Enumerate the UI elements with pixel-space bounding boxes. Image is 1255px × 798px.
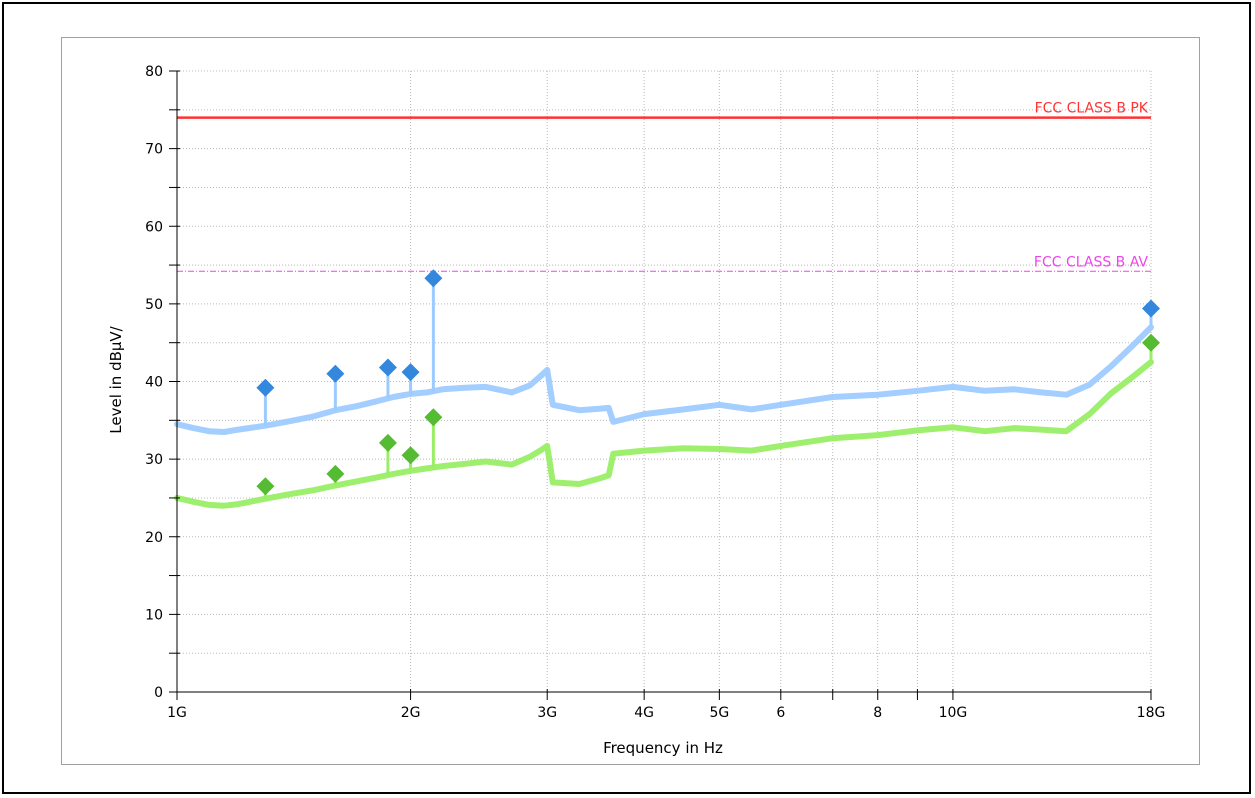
x-axis-label: Frequency in Hz (603, 739, 723, 757)
marker-diamond (378, 433, 397, 452)
y-tick-label: 0 (154, 685, 163, 701)
x-tick-label: 10G (939, 705, 968, 721)
marker-diamond (378, 358, 397, 377)
marker-diamond (256, 477, 275, 496)
series-layer (174, 324, 1154, 509)
y-tick-label: 80 (145, 64, 163, 80)
y-tick-label: 50 (145, 297, 163, 313)
x-tick-label: 4G (634, 705, 654, 721)
x-tick-label: 8 (873, 705, 882, 721)
y-tick-label: 40 (145, 375, 163, 391)
y-tick-label: 70 (145, 142, 163, 158)
marker-diamond (401, 446, 420, 465)
x-tick-label: 3G (537, 705, 557, 721)
y-axis-label: Level in dBµV/ (107, 325, 125, 433)
x-tick-label: 5G (709, 705, 729, 721)
marker-diamond (401, 363, 420, 382)
marker-diamond (424, 408, 443, 427)
y-tick-label: 20 (145, 530, 163, 546)
marker-diamond (256, 378, 275, 397)
x-tick-label: 6 (776, 705, 785, 721)
y-tick-label: 10 (145, 607, 163, 623)
y-tick-label: 60 (145, 219, 163, 235)
marker-diamond (326, 464, 345, 483)
limit-layer: FCC CLASS B PK FCC CLASS B AV (177, 101, 1151, 272)
x-tick-label: 18G (1137, 705, 1166, 721)
marker-diamond (326, 364, 345, 383)
x-tick-label: 2G (401, 705, 421, 721)
x-tick-label: 1G (167, 705, 187, 721)
axis-layer: Level in dBµV/ Frequency in Hz 0 10 20 30 40… (107, 64, 1165, 757)
marker-diamond (1142, 299, 1160, 318)
limit-label-1: FCC CLASS B AV (1034, 254, 1148, 270)
series-line-1 (174, 359, 1154, 509)
series-line-0 (174, 324, 1154, 435)
y-tick-label: 30 (145, 452, 163, 468)
marker-diamond (424, 269, 443, 288)
grid-layer (177, 70, 1152, 692)
marker-diamond (1142, 333, 1160, 352)
limit-label-0: FCC CLASS B PK (1035, 101, 1149, 117)
chart-panel (61, 37, 1200, 765)
marker-layer (256, 269, 1160, 499)
